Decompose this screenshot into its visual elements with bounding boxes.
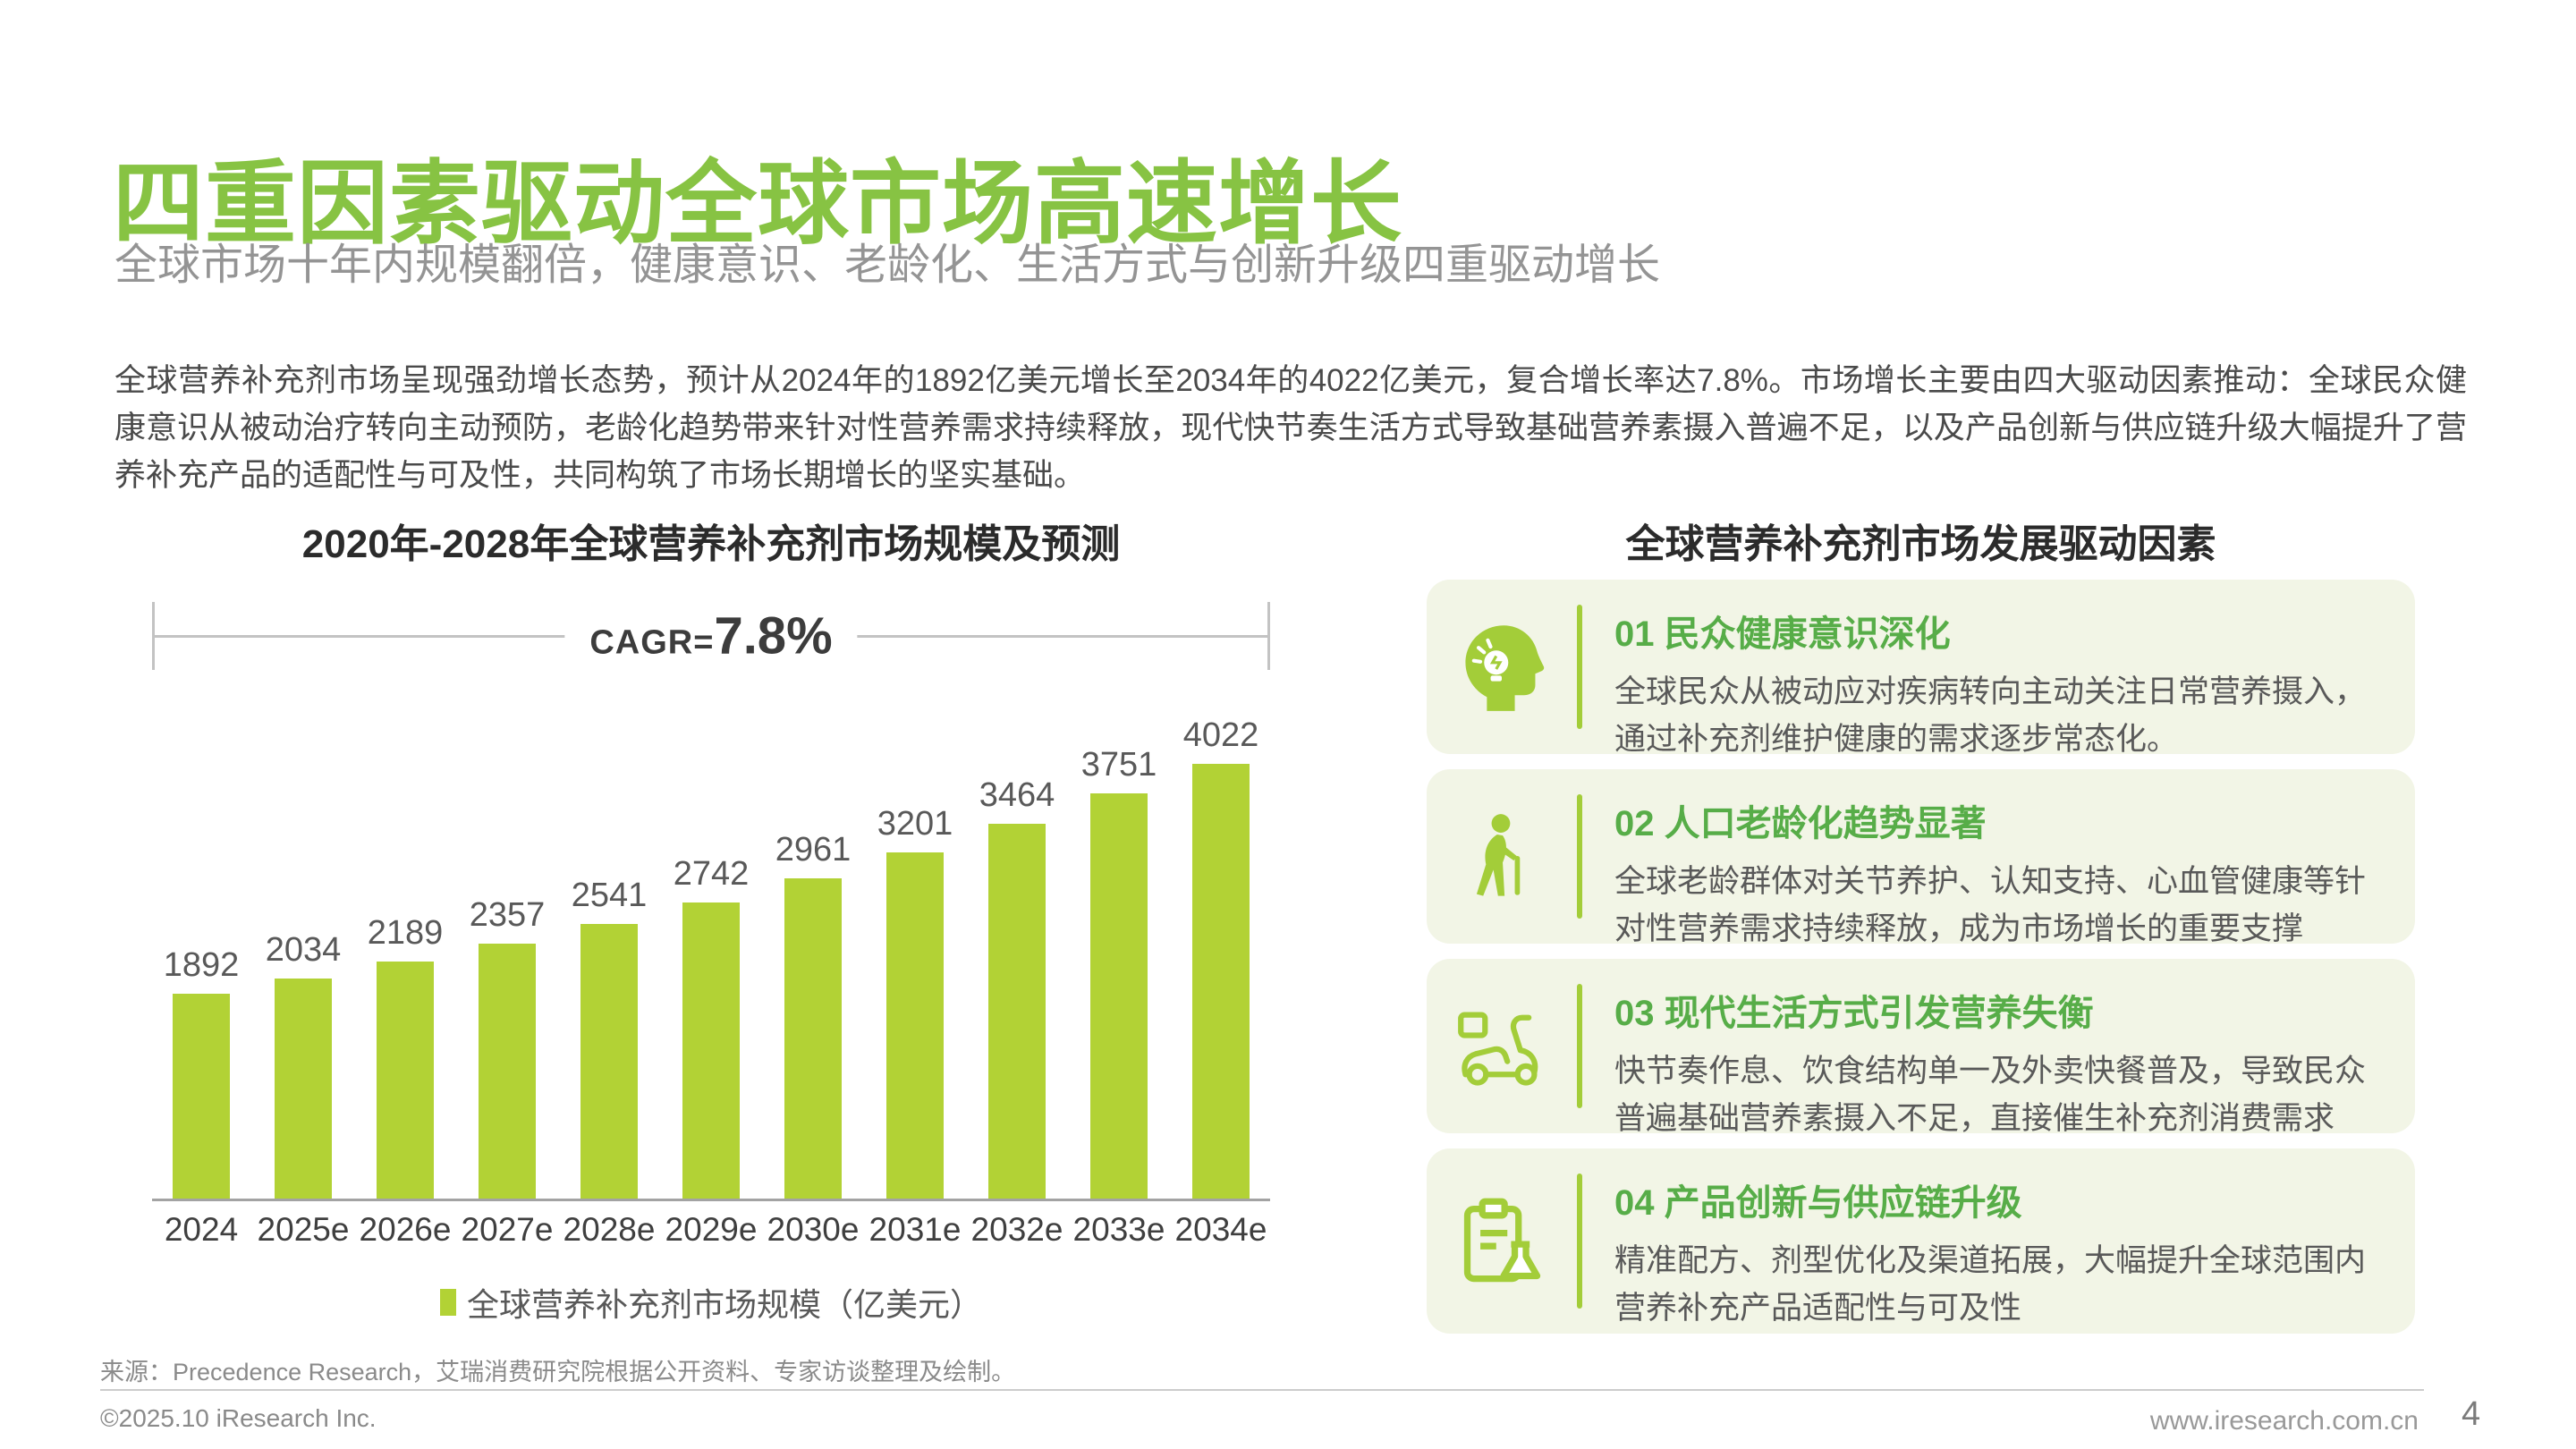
bar-value-label: 2961 xyxy=(775,831,852,869)
bar-column: 2357 xyxy=(458,896,556,1199)
bar-column: 2034 xyxy=(254,931,352,1199)
card-heading-text: 民众健康意识深化 xyxy=(1664,614,1951,654)
card-number: 03 xyxy=(1614,994,1665,1033)
x-axis-label: 2032e xyxy=(970,1211,1063,1248)
x-axis-label: 2025e xyxy=(257,1211,350,1248)
card-heading: 04 产品创新与供应链升级 xyxy=(1614,1174,2377,1225)
driver-card: 03 现代生活方式引发营养失衡快节奏作息、饮食结构单一及外卖快餐普及，导致民众普… xyxy=(1427,959,2415,1136)
x-axis-label: 2027e xyxy=(461,1211,554,1248)
bar-column: 2189 xyxy=(356,914,454,1199)
card-divider xyxy=(1577,605,1582,729)
card-divider xyxy=(1577,984,1582,1108)
card-heading-text: 人口老龄化趋势显著 xyxy=(1664,804,1987,843)
bar-column: 3201 xyxy=(866,805,964,1199)
card-heading: 03 现代生活方式引发营养失衡 xyxy=(1614,984,2377,1036)
footer-divider xyxy=(100,1389,2424,1391)
cagr-prefix: CAGR= xyxy=(589,623,715,662)
chart-title: 2020年-2028年全球营养补充剂市场规模及预测 xyxy=(301,522,1121,566)
cagr-bracket-right-cap xyxy=(1267,602,1270,670)
x-axis-label: 2028e xyxy=(563,1211,656,1248)
bar-column: 3464 xyxy=(968,776,1066,1199)
source-note: 来源：Precedence Research，艾瑞消费研究院根据公开资料、专家访… xyxy=(100,1359,1016,1385)
card-heading: 02 人口老龄化趋势显著 xyxy=(1614,794,2377,846)
card-number: 02 xyxy=(1614,804,1665,843)
x-axis-label: 2031e xyxy=(869,1211,962,1248)
bar-value-label: 2742 xyxy=(673,855,750,893)
bar-value-label: 2357 xyxy=(469,896,546,934)
bar-value-label: 1892 xyxy=(163,946,240,984)
page-number: 4 xyxy=(2462,1395,2481,1433)
bar-value-label: 2189 xyxy=(367,914,444,952)
legend-label: 全球营养补充剂市场规模（亿美元） xyxy=(466,1286,982,1323)
x-axis-label: 2034e xyxy=(1174,1211,1267,1248)
cagr-label: CAGR= 7.8% xyxy=(564,606,858,666)
card-body: 快节奏作息、饮食结构单一及外卖快餐普及，导致民众普遍基础营养素摄入不足，直接催生… xyxy=(1614,1054,2367,1136)
card-number: 01 xyxy=(1614,614,1665,654)
chart-legend: 全球营养补充剂市场规模（亿美元） xyxy=(152,1279,1270,1326)
drivers-panel: 01 民众健康意识深化全球民众从被动应对疾病转向主动关注日常营养摄入，通过补充剂… xyxy=(1427,580,2415,1334)
card-heading-text: 产品创新与供应链升级 xyxy=(1664,1183,2022,1223)
copyright-text: ©2025.10 iResearch Inc. xyxy=(100,1404,377,1432)
bar xyxy=(1090,793,1148,1199)
bar xyxy=(784,878,842,1199)
bar-column: 2541 xyxy=(560,877,658,1199)
bar-value-label: 2034 xyxy=(265,931,342,969)
x-axis-labels: 2024 2025e 2026e 2027e 2028e 2029e 2030e 2031e 2… xyxy=(152,1211,1270,1249)
bar-value-label: 2541 xyxy=(571,877,648,914)
head-lightbulb-icon xyxy=(1427,580,1577,754)
bar-column: 2961 xyxy=(764,831,862,1199)
card-heading: 01 民众健康意识深化 xyxy=(1614,605,2377,657)
bar xyxy=(580,924,638,1199)
cagr-value: 7.8% xyxy=(714,606,833,665)
page-title: 四重因素驱动全球市场高速增长 xyxy=(113,153,1402,256)
bar xyxy=(275,979,332,1199)
website-text: www.iresearch.com.cn xyxy=(2149,1406,2419,1436)
card-body: 精准配方、剂型优化及渠道拓展，大幅提升全球范围内营养补充产品适配性与可及性 xyxy=(1614,1243,2367,1326)
delivery-scooter-icon xyxy=(1427,959,1577,1133)
bar xyxy=(886,852,944,1199)
intro-paragraph: 全球营养补充剂市场呈现强劲增长态势，预计从2024年的1892亿美元增长至203… xyxy=(114,363,2467,494)
cagr-bracket-left-cap xyxy=(152,602,155,670)
card-heading-text: 现代生活方式引发营养失衡 xyxy=(1664,994,2094,1033)
bar-value-label: 3201 xyxy=(877,805,953,843)
bar-column: 1892 xyxy=(152,946,250,1199)
bar-column: 3751 xyxy=(1070,746,1168,1199)
bar-column: 2742 xyxy=(662,855,760,1199)
driver-card: 04 产品创新与供应链升级精准配方、剂型优化及渠道拓展，大幅提升全球范围内营养补… xyxy=(1427,1148,2415,1334)
x-axis-label: 2030e xyxy=(767,1211,860,1248)
cagr-bracket: CAGR= 7.8% xyxy=(152,602,1270,670)
bar xyxy=(479,944,536,1199)
drivers-panel-title: 全球营养补充剂市场发展驱动因素 xyxy=(1625,522,2216,566)
card-body: 全球老龄群体对关节养护、认知支持、心血管健康等针对性营养需求持续释放，成为市场增… xyxy=(1614,864,2367,946)
card-text: 04 产品创新与供应链升级精准配方、剂型优化及渠道拓展，大幅提升全球范围内营养补… xyxy=(1582,1148,2415,1334)
x-axis-label: 2029e xyxy=(665,1211,758,1248)
bar-value-label: 3751 xyxy=(1080,746,1157,784)
card-body: 全球民众从被动应对疾病转向主动关注日常营养摄入，通过补充剂维护健康的需求逐步常态… xyxy=(1614,674,2367,757)
bar xyxy=(1192,764,1250,1199)
bar-value-label: 4022 xyxy=(1182,716,1259,754)
driver-card: 02 人口老龄化趋势显著全球老龄群体对关节养护、认知支持、心血管健康等针对性营养… xyxy=(1427,769,2415,946)
bar xyxy=(682,902,740,1199)
card-divider xyxy=(1577,794,1582,919)
page-subtitle: 全球市场十年内规模翻倍，健康意识、老龄化、生活方式与创新升级四重驱动增长 xyxy=(114,242,1661,289)
bar-chart-plot: 1892 2034 2189 2357 2541 2742 2961 3201 3464 3751… xyxy=(152,709,1270,1201)
card-text: 01 民众健康意识深化全球民众从被动应对疾病转向主动关注日常营养摄入，通过补充剂… xyxy=(1582,580,2415,757)
clipboard-flask-icon xyxy=(1427,1148,1577,1334)
x-axis-label: 2033e xyxy=(1072,1211,1165,1248)
bar xyxy=(988,824,1046,1199)
legend-swatch-icon xyxy=(439,1289,456,1316)
x-axis-label: 2026e xyxy=(359,1211,452,1248)
card-divider xyxy=(1577,1174,1582,1309)
bar-column: 4022 xyxy=(1172,716,1270,1199)
elderly-person-icon xyxy=(1427,769,1577,944)
driver-card: 01 民众健康意识深化全球民众从被动应对疾病转向主动关注日常营养摄入，通过补充剂… xyxy=(1427,580,2415,757)
bar-value-label: 3464 xyxy=(979,776,1055,814)
card-text: 03 现代生活方式引发营养失衡快节奏作息、饮食结构单一及外卖快餐普及，导致民众普… xyxy=(1582,959,2415,1136)
card-text: 02 人口老龄化趋势显著全球老龄群体对关节养护、认知支持、心血管健康等针对性营养… xyxy=(1582,769,2415,946)
x-axis-label: 2024 xyxy=(164,1211,239,1248)
bar xyxy=(377,962,434,1199)
bar xyxy=(173,994,230,1199)
card-number: 04 xyxy=(1614,1183,1665,1223)
